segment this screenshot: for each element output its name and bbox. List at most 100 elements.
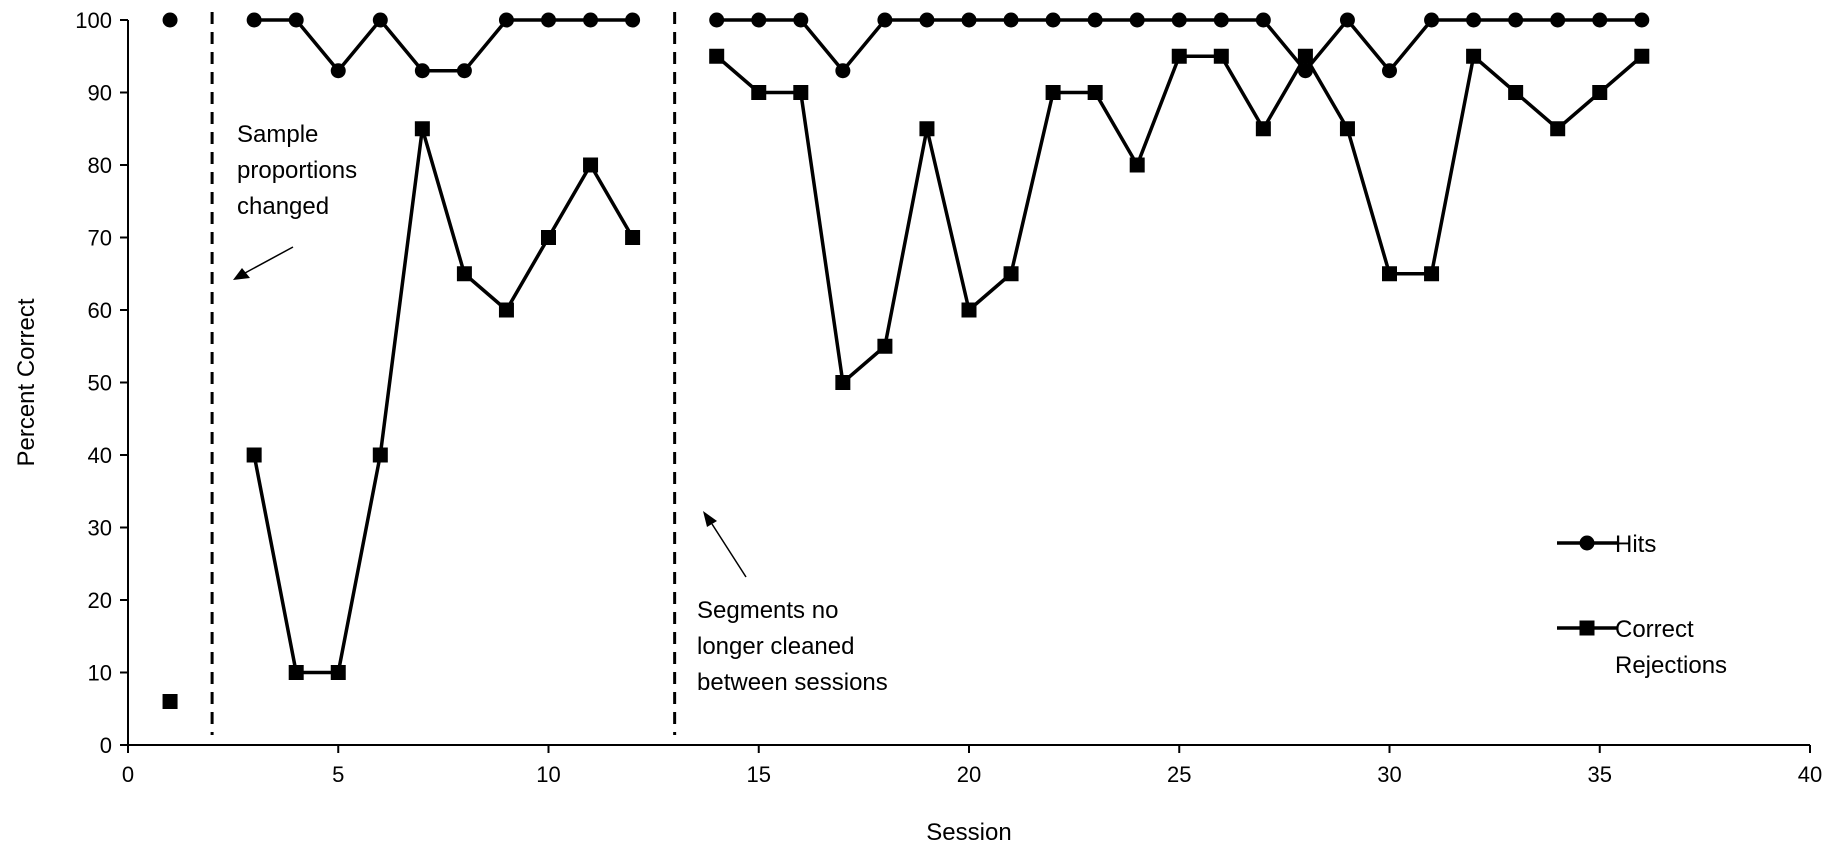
- series-correct-rejections: [162, 48, 1650, 709]
- annotation-line: between sessions: [697, 669, 888, 696]
- y-tick-label: 20: [88, 588, 112, 613]
- data-point-square: [961, 302, 977, 318]
- data-point-square: [330, 665, 346, 680]
- data-point-circle: [1424, 12, 1440, 28]
- data-point-square: [625, 230, 641, 245]
- series-hits: [162, 12, 1650, 79]
- annotation-line: proportions: [237, 157, 357, 184]
- y-axis-title: Percent Correct: [13, 298, 40, 466]
- y-tick-label: 10: [88, 661, 112, 686]
- data-point-square: [919, 121, 935, 137]
- data-point-square: [1003, 266, 1019, 282]
- data-point-square: [1255, 121, 1271, 137]
- data-point-square: [1382, 266, 1397, 282]
- x-axis-title: Session: [926, 819, 1011, 846]
- y-tick-label: 100: [75, 8, 112, 33]
- data-point-circle: [1129, 12, 1145, 28]
- data-point-square: [1466, 48, 1482, 64]
- data-point-circle: [709, 12, 725, 28]
- annotation-segments-not-cleaned: Segments no longer cleaned between session…: [697, 597, 888, 696]
- data-point-square: [1171, 48, 1187, 64]
- y-tick-label: 0: [100, 733, 112, 758]
- annotations: Sample proportions changed Segments no longe…: [233, 121, 888, 696]
- data-point-square: [835, 375, 851, 390]
- legend-label-line: Correct: [1615, 616, 1694, 643]
- data-point-circle: [1634, 12, 1650, 28]
- annotation-line: longer cleaned: [697, 633, 854, 660]
- y-tick-label: 50: [88, 371, 112, 396]
- data-point-square: [498, 302, 514, 318]
- data-point-circle: [625, 12, 641, 28]
- data-point-circle: [1255, 12, 1271, 28]
- y-ticks: 0 10 20 30 40 50 60 70 80 90 100: [75, 8, 128, 758]
- data-point-circle: [498, 12, 514, 28]
- data-point-square: [456, 266, 472, 282]
- legend-label-line: Rejections: [1615, 652, 1727, 679]
- annotation-line: Segments no: [697, 597, 838, 624]
- data-point-circle: [1592, 12, 1608, 28]
- data-point-circle: [1171, 12, 1187, 28]
- data-point-square: [1339, 121, 1355, 137]
- series-line: [252, 127, 635, 675]
- data-point-square: [1087, 85, 1103, 100]
- y-tick-label: 30: [88, 516, 112, 541]
- data-point-circle: [330, 63, 346, 79]
- data-point-square: [1045, 85, 1061, 100]
- legend-marker-square: [1579, 620, 1595, 636]
- data-point-square: [246, 447, 262, 463]
- data-point-circle: [414, 63, 430, 79]
- data-point-circle: [288, 12, 304, 28]
- data-point-circle: [541, 12, 556, 28]
- annotation-arrow-line: [244, 246, 294, 274]
- data-point-circle: [793, 12, 809, 28]
- series-layer: [162, 12, 1650, 709]
- data-point-circle: [835, 63, 851, 79]
- data-point-circle: [1466, 12, 1482, 28]
- annotation-arrowhead: [703, 511, 717, 527]
- data-point-square: [1297, 48, 1313, 64]
- data-point-square: [414, 121, 430, 137]
- data-point-square: [1592, 85, 1608, 100]
- annotation-arrowhead: [233, 268, 250, 280]
- y-tick-label: 90: [88, 81, 112, 106]
- data-point-square: [583, 157, 599, 173]
- data-point-square: [372, 447, 388, 463]
- y-tick-label: 80: [88, 153, 112, 178]
- data-point-circle: [1550, 12, 1566, 28]
- x-ticks: 0 5 10 15 20 25 30 35 40: [122, 745, 1822, 787]
- data-point-circle: [877, 12, 893, 28]
- data-point-circle: [1508, 12, 1524, 28]
- x-tick-label: 0: [122, 762, 134, 787]
- data-point-circle: [162, 12, 178, 28]
- x-tick-label: 10: [536, 762, 560, 787]
- data-point-circle: [456, 63, 472, 79]
- annotation-arrow-line: [711, 523, 747, 578]
- series-line: [254, 18, 633, 73]
- data-point-square: [1550, 121, 1566, 137]
- data-point-square: [162, 694, 178, 709]
- data-point-circle: [246, 12, 262, 28]
- data-point-square: [1213, 48, 1229, 64]
- x-tick-label: 20: [957, 762, 981, 787]
- data-point-square: [1129, 157, 1145, 173]
- data-point-circle: [1297, 63, 1313, 79]
- data-point-square: [877, 338, 893, 354]
- data-point-circle: [1339, 12, 1355, 28]
- data-point-square: [541, 230, 556, 245]
- data-point-square: [793, 85, 809, 100]
- data-point-circle: [961, 12, 977, 28]
- legend-label-correct-rejections: Correct Rejections: [1615, 616, 1727, 679]
- data-point-square: [709, 48, 725, 64]
- data-point-square: [1634, 48, 1650, 64]
- data-point-circle: [1087, 12, 1103, 28]
- data-point-circle: [1003, 12, 1019, 28]
- data-point-square: [1508, 85, 1524, 100]
- y-tick-label: 40: [88, 443, 112, 468]
- x-tick-label: 5: [332, 762, 344, 787]
- x-tick-label: 35: [1588, 762, 1612, 787]
- legend-label-hits: Hits: [1615, 531, 1656, 558]
- data-point-circle: [372, 12, 388, 28]
- y-tick-label: 60: [88, 298, 112, 323]
- data-point-circle: [1045, 12, 1061, 28]
